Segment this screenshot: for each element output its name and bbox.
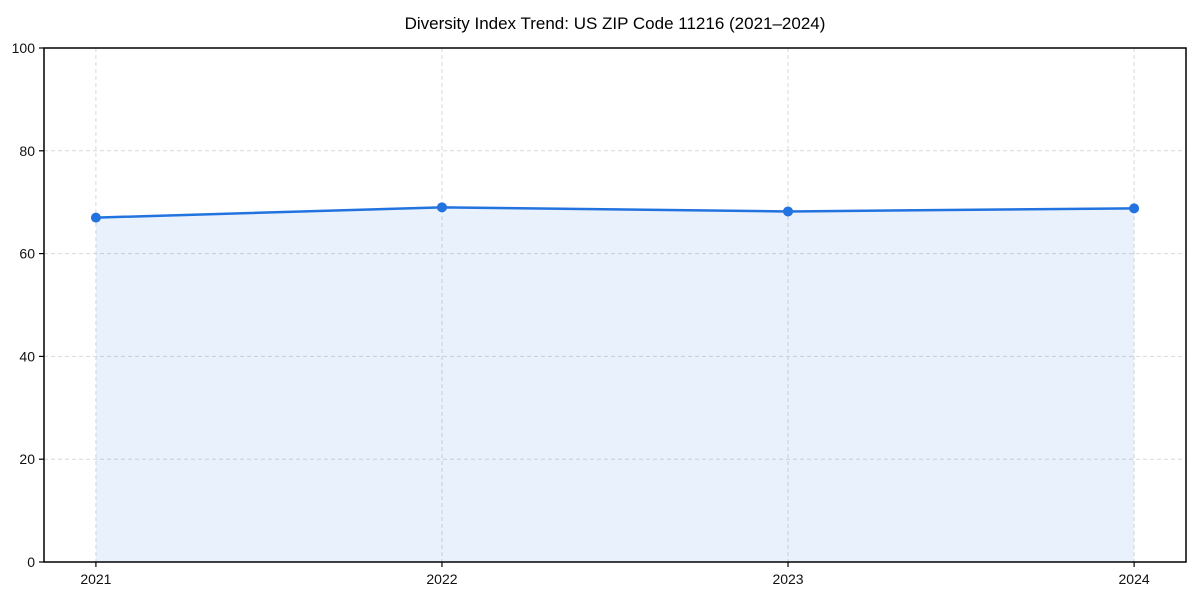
data-point-2024 (1129, 203, 1140, 214)
x-tick-label-2022: 2022 (426, 571, 457, 587)
y-tick-label-0: 0 (27, 554, 35, 570)
axes-layer (39, 47, 1187, 567)
data-point-2022 (436, 202, 447, 213)
x-tick-label-2024: 2024 (1119, 571, 1150, 587)
data-point-2021 (90, 212, 101, 223)
y-tick-label-100: 100 (12, 40, 36, 56)
y-tick-label-80: 80 (19, 143, 35, 159)
tick-label-layer: 0 20 40 60 80 100 2021 2022 2023 2024 (12, 40, 1150, 587)
y-tick-label-60: 60 (19, 246, 35, 262)
y-tick-label-20: 20 (19, 451, 35, 467)
trend-line-layer (94, 206, 1136, 219)
data-point-2023 (783, 206, 794, 217)
trend-line (94, 206, 1136, 219)
y-tick-label-40: 40 (19, 348, 35, 364)
x-tick-label-2023: 2023 (772, 571, 803, 587)
plot-border (43, 47, 1187, 563)
data-point-layer (90, 202, 1140, 223)
area-fill-layer (95, 207, 1135, 562)
x-tick-label-2021: 2021 (80, 571, 111, 587)
area-fill (95, 207, 1135, 562)
chart-title: Diversity Index Trend: US ZIP Code 11216… (405, 14, 826, 33)
